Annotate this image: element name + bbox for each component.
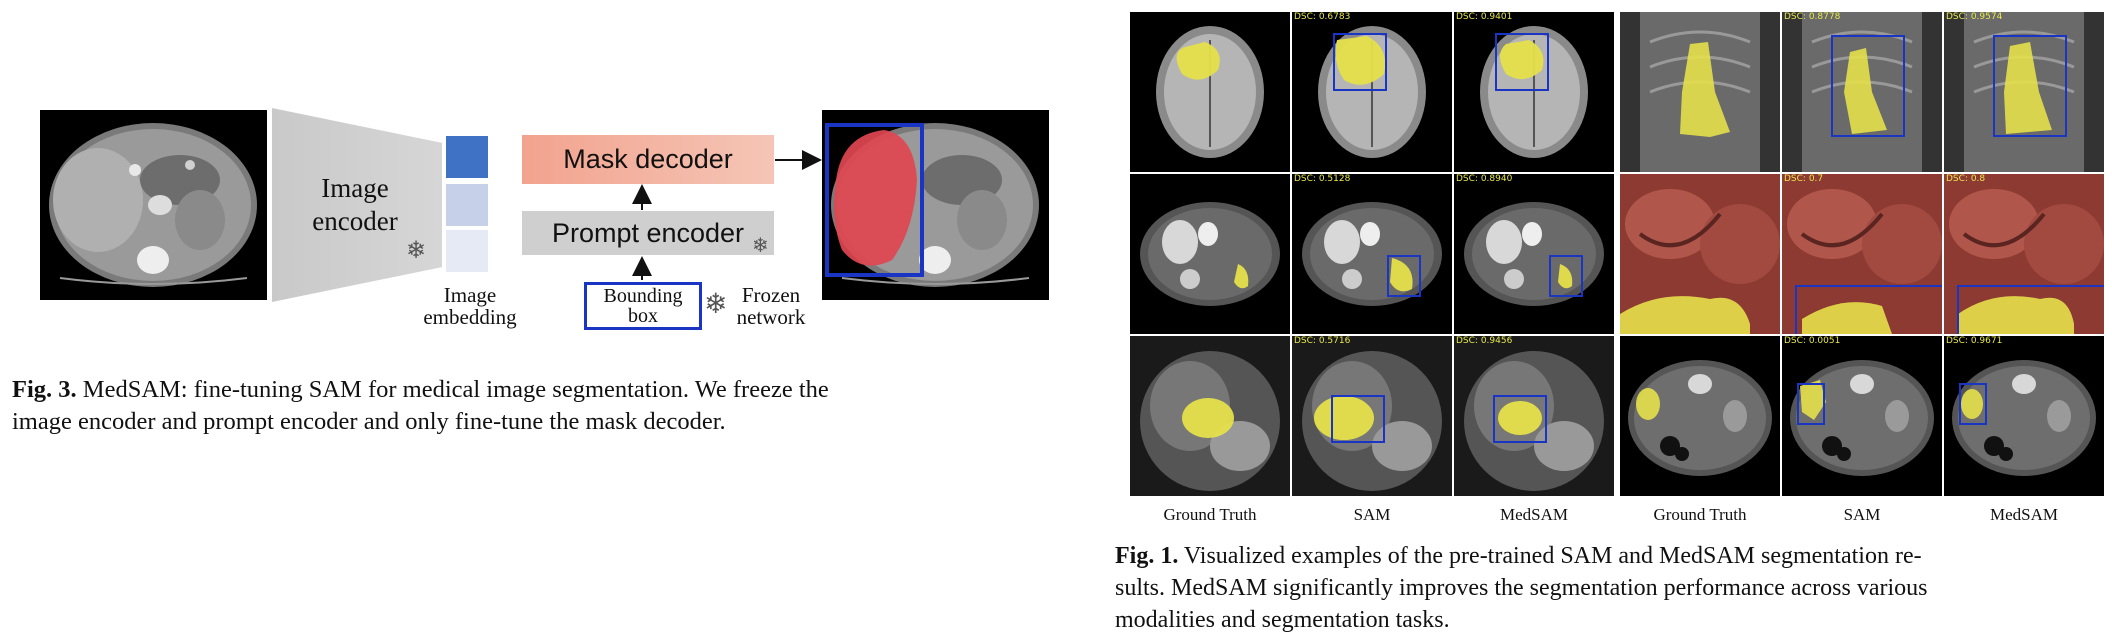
grid-cell-r3c1: [1130, 336, 1290, 496]
cardiac-mri-sam: [1292, 336, 1452, 496]
grid-cell-r1c2: DSC: 0.6783: [1292, 12, 1452, 172]
grid-cell-r3c5: DSC: 0.0051: [1782, 336, 1942, 496]
abdomen-ct-sam: [1782, 336, 1942, 496]
frozen-legend-snowflake-icon: ❄: [704, 287, 728, 320]
cardiac-mri-gt: [1130, 336, 1290, 496]
dsc-r3c3: DSC: 0.9456: [1456, 336, 1513, 346]
abdomen-mri-gt: [1130, 174, 1290, 334]
endoscopy-sam: [1782, 174, 1942, 334]
dsc-r3c5: DSC: 0.0051: [1784, 336, 1841, 346]
prompt-encoder-block: Prompt encoder: [522, 211, 774, 255]
prompt-encoder-label: Prompt encoder: [551, 217, 745, 248]
output-ct-image: [822, 110, 1049, 300]
fig1-caption-line1: Fig. 1. Visualized examples of the pre-t…: [1115, 540, 2105, 572]
input-ct-image: [40, 110, 267, 300]
fig1-caption-prefix: Fig. 1.: [1115, 543, 1179, 569]
grid-cell-r2c4: [1620, 174, 1780, 334]
chest-xray-sam: [1782, 12, 1942, 172]
fig1-caption-text-1: Visualized examples of the pre-trained S…: [1183, 543, 1922, 569]
col-label-sam-right: SAM: [1843, 505, 1881, 524]
fig3-caption-text-1: MedSAM: fine-tuning SAM for medical imag…: [82, 376, 829, 403]
grid-cell-r1c3: DSC: 0.9401: [1454, 12, 1614, 172]
grid-cell-r2c6: DSC: 0.8: [1944, 174, 2104, 334]
prompt-encoder-snowflake-icon: ❄: [752, 233, 769, 257]
grid-cell-r3c4: [1620, 336, 1780, 496]
bounding-box-prompt: Bounding box: [584, 282, 702, 330]
chest-xray-gt: [1620, 12, 1780, 172]
embedding-block-1: [446, 136, 488, 178]
embedding-block-2: [446, 184, 488, 226]
grid-cell-r2c3: DSC: 0.8940: [1454, 174, 1614, 334]
fig3-caption-line2: image encoder and prompt encoder and onl…: [12, 408, 726, 435]
dsc-r2c2: DSC: 0.5128: [1294, 174, 1351, 184]
abdomen-ct-gt: [1620, 336, 1780, 496]
brain-mri-sam: [1292, 12, 1452, 172]
abdomen-mri-sam: [1292, 174, 1452, 334]
dsc-r3c2: DSC: 0.5716: [1294, 336, 1351, 346]
frozen-network-label-line1: Frozen: [741, 283, 801, 307]
abdomen-ct-medsam: [1944, 336, 2104, 496]
bounding-box-label-line2: box: [628, 305, 658, 327]
col-label-sam-left: SAM: [1353, 505, 1391, 524]
output-ct-drawing: [822, 110, 1049, 300]
dsc-r2c3: DSC: 0.8940: [1456, 174, 1513, 184]
dsc-r2c6: DSC: 0.8: [1946, 174, 1986, 184]
col-label-medsam-right: MedSAM: [1989, 505, 2058, 524]
col-label-ground-truth-left: Ground Truth: [1163, 505, 1257, 524]
grid-cell-r1c1: [1130, 12, 1290, 172]
dsc-r1c5: DSC: 0.8778: [1784, 12, 1841, 22]
dsc-r1c6: DSC: 0.9574: [1946, 12, 2003, 22]
grid-cell-r1c5: DSC: 0.8778: [1782, 12, 1942, 172]
dsc-r1c3: DSC: 0.9401: [1456, 12, 1513, 22]
grid-cell-r2c2: DSC: 0.5128: [1292, 174, 1452, 334]
grid-cell-r2c1: [1130, 174, 1290, 334]
chest-xray-medsam: [1944, 12, 2104, 172]
image-embedding-label-line2: embedding: [423, 305, 517, 329]
frozen-network-label: Frozen network: [732, 284, 810, 328]
col-label-ground-truth-right: Ground Truth: [1653, 505, 1747, 524]
col-label-medsam-left: MedSAM: [1499, 505, 1568, 524]
mask-decoder-label: Mask decoder: [563, 144, 733, 174]
mask-decoder-block: Mask decoder: [522, 135, 774, 184]
image-encoder-label-line1: Image: [321, 173, 389, 203]
grid-cell-r1c4: [1620, 12, 1780, 172]
image-embedding-label-line1: Image: [443, 283, 497, 307]
dsc-r1c2: DSC: 0.6783: [1294, 12, 1351, 22]
image-encoder-block: [272, 108, 442, 302]
endoscopy-medsam: [1944, 174, 2104, 334]
fig3-caption: Fig. 3. MedSAM: fine-tuning SAM for medi…: [12, 374, 1076, 438]
fig1-caption-line3: modalities and segmentation tasks.: [1115, 607, 1450, 633]
image-encoder-label-line2: encoder: [312, 206, 398, 236]
abdomen-mri-medsam: [1454, 174, 1614, 334]
input-ct-drawing: [40, 110, 267, 300]
dsc-r2c5: DSC: 0.7: [1784, 174, 1824, 184]
grid-cell-r1c6: DSC: 0.9574: [1944, 12, 2104, 172]
image-encoder-label: Image encoder: [300, 172, 410, 238]
fig3-caption-prefix: Fig. 3.: [12, 376, 77, 403]
dsc-r3c6: DSC: 0.9671: [1946, 336, 2003, 346]
fig1-caption: Fig. 1. Visualized examples of the pre-t…: [1115, 540, 2105, 636]
fig3-caption-line1: Fig. 3. MedSAM: fine-tuning SAM for medi…: [12, 374, 1076, 406]
cardiac-mri-medsam: [1454, 336, 1614, 496]
grid-cell-r3c3: DSC: 0.9456: [1454, 336, 1614, 496]
embedding-block-3: [446, 230, 488, 272]
endoscopy-gt: [1620, 174, 1780, 334]
grid-cell-r3c6: DSC: 0.9671: [1944, 336, 2104, 496]
frozen-snowflake-icon: ❄: [406, 236, 427, 264]
brain-mri-gt: [1130, 12, 1290, 172]
fig1-caption-line2: sults. MedSAM significantly improves the…: [1115, 575, 1928, 601]
brain-mri-medsam: [1454, 12, 1614, 172]
frozen-network-label-line2: network: [736, 305, 806, 329]
pipeline-arrows: [632, 150, 822, 280]
image-embedding-label: Image embedding: [420, 284, 520, 328]
grid-cell-r3c2: DSC: 0.5716: [1292, 336, 1452, 496]
grid-cell-r2c5: DSC: 0.7: [1782, 174, 1942, 334]
bounding-box-label-line1: Bounding: [603, 285, 683, 307]
